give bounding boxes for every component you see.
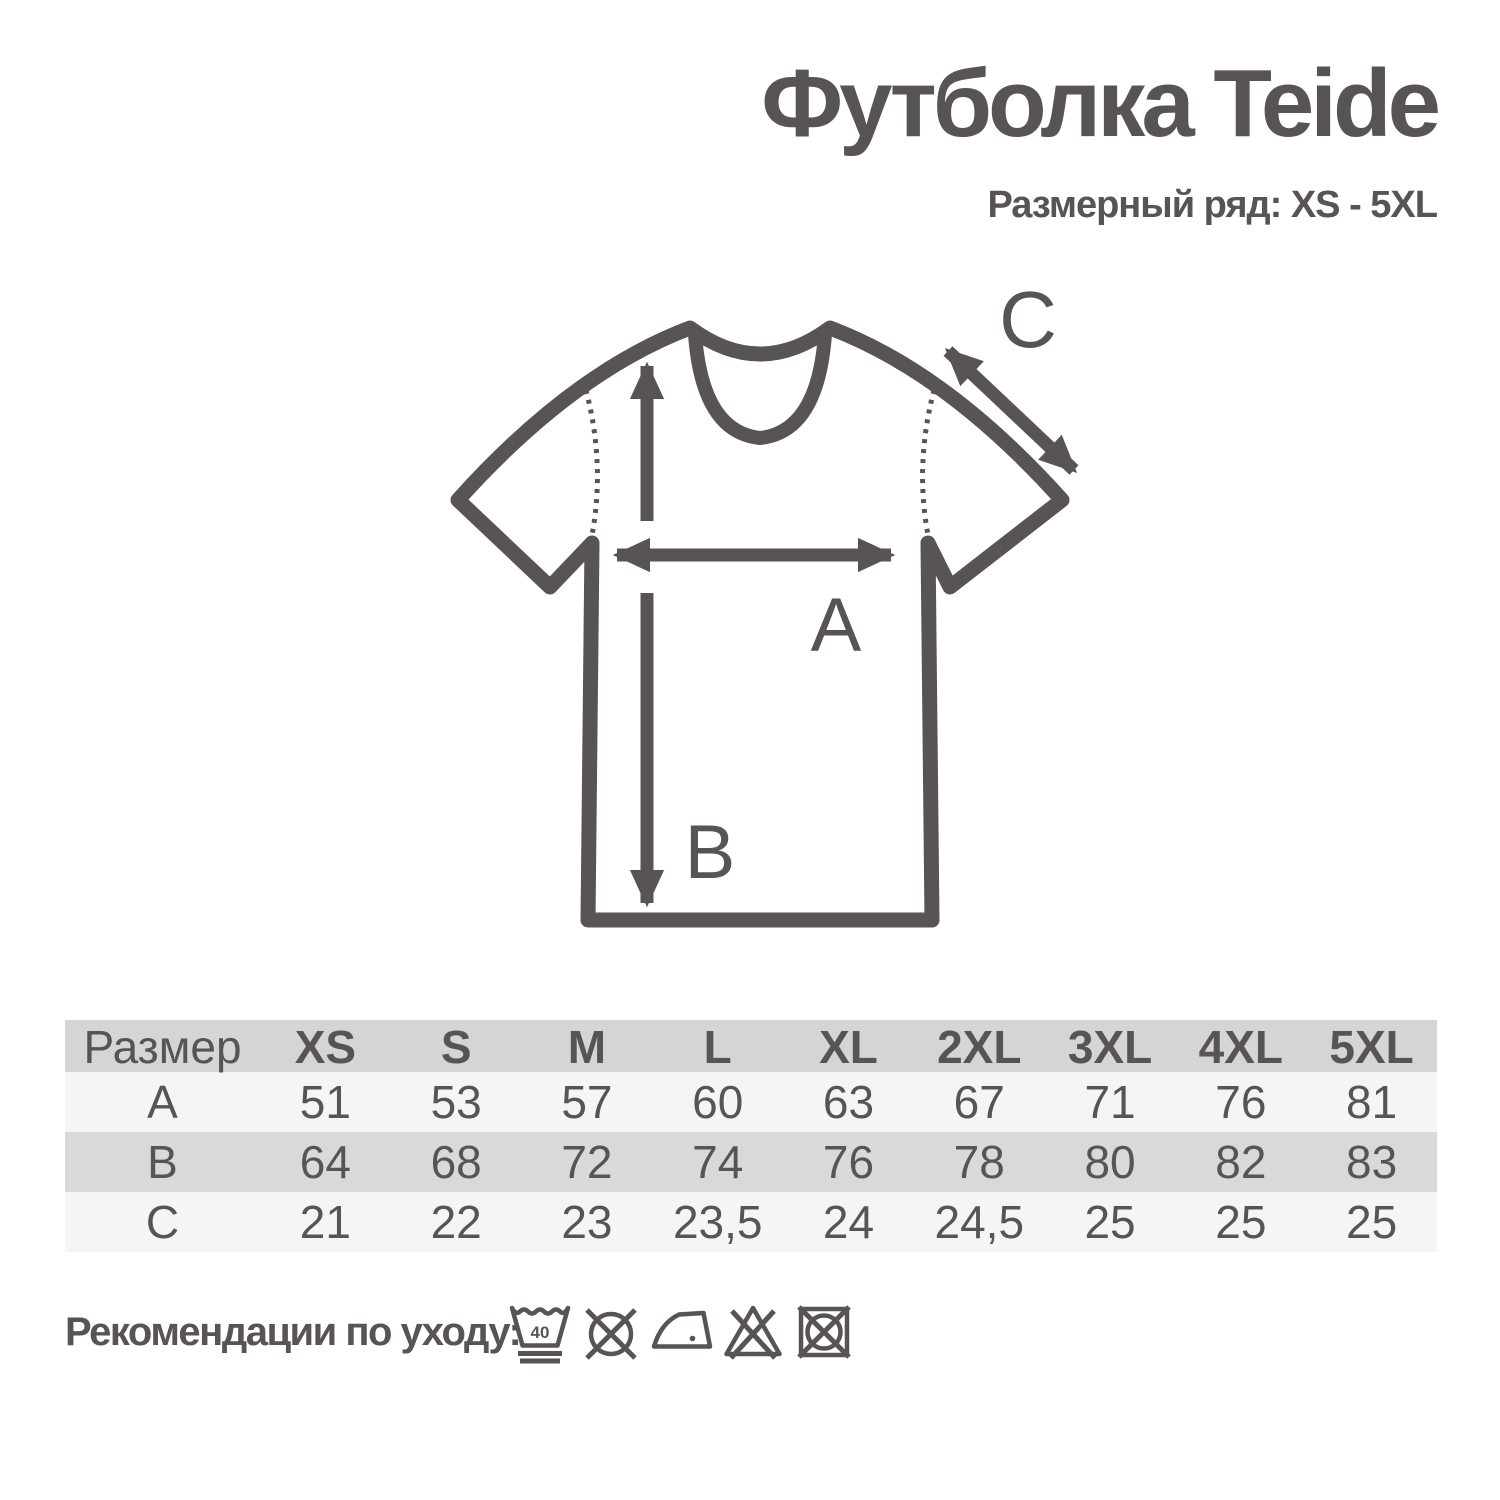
size-table-header-cell: XS bbox=[294, 1021, 357, 1073]
care-icons-row: 40 bbox=[508, 1300, 856, 1364]
left-shoulder-seam-icon bbox=[583, 389, 600, 541]
table-cell: 81 bbox=[1346, 1076, 1398, 1128]
page-title: Футболка Teide bbox=[761, 50, 1441, 157]
care-recommendations: Рекомендации по уходу: 40 bbox=[0, 1296, 1500, 1368]
table-cell: 68 bbox=[430, 1136, 482, 1188]
row-label: B bbox=[147, 1136, 178, 1188]
size-table-header-cell: Размер bbox=[83, 1021, 242, 1073]
size-table-header-cell: S bbox=[440, 1021, 472, 1073]
table-cell: 83 bbox=[1346, 1136, 1398, 1188]
do-not-dry-clean-icon bbox=[585, 1308, 637, 1360]
diagram-label-b: B bbox=[685, 810, 736, 895]
diagram-label-a: A bbox=[811, 583, 862, 668]
table-cell: 74 bbox=[692, 1136, 744, 1188]
row-label: C bbox=[145, 1196, 180, 1248]
size-table: Размер XS S M L XL 2XL 3XL 4XL 5XL A 51 … bbox=[65, 1020, 1437, 1252]
table-cell: 60 bbox=[692, 1076, 744, 1128]
size-table-row-a: A 51 53 57 60 63 67 71 76 81 bbox=[65, 1072, 1437, 1132]
tshirt-size-diagram: A B C bbox=[450, 275, 1079, 928]
sleeve-arrow-icon bbox=[943, 346, 1079, 475]
table-cell: 25 bbox=[1346, 1196, 1398, 1248]
size-table-header-row: Размер XS S M L XL 2XL 3XL 4XL 5XL bbox=[65, 1020, 1437, 1073]
table-cell: 21 bbox=[299, 1196, 351, 1248]
tshirt-outline-icon bbox=[450, 320, 1070, 928]
table-cell: 82 bbox=[1215, 1136, 1267, 1188]
table-cell: 25 bbox=[1215, 1196, 1267, 1248]
size-table-row-c: C 21 22 23 23,5 24 24,5 25 25 25 bbox=[65, 1192, 1437, 1252]
row-label: A bbox=[147, 1076, 178, 1128]
table-cell: 23,5 bbox=[672, 1196, 763, 1248]
size-table-header-cell: 4XL bbox=[1198, 1021, 1284, 1073]
do-not-bleach-icon bbox=[724, 1305, 782, 1360]
size-table-header-cell: 5XL bbox=[1329, 1021, 1414, 1073]
wash-temperature-label: 40 bbox=[531, 1323, 550, 1342]
size-table-header-cell: 2XL bbox=[937, 1021, 1022, 1073]
table-cell: 64 bbox=[299, 1136, 351, 1188]
diagram-label-c: C bbox=[999, 275, 1057, 364]
table-cell: 23 bbox=[561, 1196, 613, 1248]
right-shoulder-seam-icon bbox=[920, 389, 937, 541]
size-table-row-b: B 64 68 72 74 76 78 80 82 83 bbox=[65, 1132, 1437, 1192]
table-cell: 76 bbox=[822, 1136, 875, 1188]
table-cell: 25 bbox=[1084, 1196, 1136, 1248]
size-table-header-cell: 3XL bbox=[1067, 1021, 1153, 1073]
table-cell: 63 bbox=[822, 1076, 875, 1128]
table-cell: 53 bbox=[430, 1076, 482, 1128]
size-table-header-cell: M bbox=[567, 1021, 607, 1073]
tshirt-collar-icon bbox=[688, 327, 832, 446]
table-cell: 24,5 bbox=[934, 1196, 1025, 1248]
size-table-header-cell: L bbox=[703, 1021, 732, 1073]
table-cell: 24 bbox=[822, 1196, 875, 1248]
table-cell: 51 bbox=[299, 1076, 351, 1128]
table-cell: 72 bbox=[561, 1136, 613, 1188]
table-cell: 22 bbox=[430, 1196, 482, 1248]
table-cell: 57 bbox=[561, 1076, 613, 1128]
do-not-tumble-dry-icon bbox=[797, 1305, 851, 1359]
table-cell: 78 bbox=[953, 1136, 1005, 1188]
table-cell: 80 bbox=[1084, 1136, 1136, 1188]
iron-low-heat-icon bbox=[651, 1310, 713, 1349]
wash-40-gentle-icon: 40 bbox=[509, 1305, 571, 1364]
size-table-header-cell: XL bbox=[819, 1021, 878, 1073]
table-cell: 71 bbox=[1084, 1076, 1136, 1128]
table-cell: 67 bbox=[953, 1076, 1005, 1128]
page-subtitle: Размерный ряд: XS - 5XL bbox=[987, 184, 1438, 226]
table-cell: 76 bbox=[1215, 1076, 1267, 1128]
care-recommendations-label: Рекомендации по уходу: bbox=[65, 1309, 522, 1354]
